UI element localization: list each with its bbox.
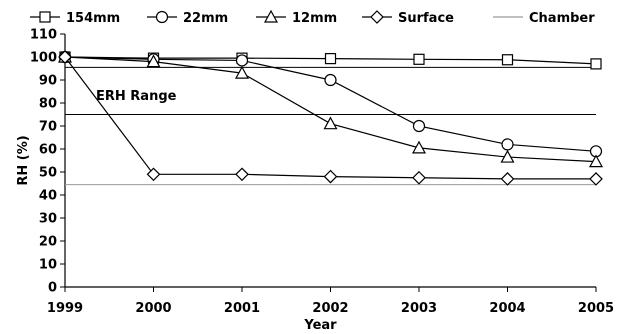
legend-item: 22mm — [147, 10, 228, 26]
legend-marker-square — [39, 11, 51, 23]
y-tick-label: 80 — [39, 97, 57, 112]
data-point-triangle — [500, 149, 515, 163]
data-point-square — [324, 53, 337, 65]
y-tick-label: 60 — [39, 143, 57, 158]
data-point-square — [501, 54, 514, 66]
data-point-diamond — [500, 172, 515, 186]
legend-marker-diamond — [370, 10, 384, 24]
y-tick-label: 50 — [39, 166, 57, 181]
data-point-triangle — [323, 116, 338, 130]
series-line — [64, 56, 597, 152]
series-surface — [58, 50, 603, 186]
legend-label: Surface — [398, 11, 454, 26]
y-tick-label: 100 — [30, 51, 57, 66]
y-tick-label: 110 — [30, 28, 57, 43]
data-point-circle — [235, 54, 249, 67]
legend-label: 22mm — [183, 11, 228, 26]
y-tick-label: 70 — [39, 120, 57, 135]
legend-item: 12mm — [256, 9, 337, 26]
data-point-diamond — [589, 172, 603, 186]
data-point-diamond — [235, 167, 249, 182]
annotation-erh-range: ERH Range — [96, 89, 177, 104]
data-point-triangle — [588, 154, 604, 168]
data-point-diamond — [323, 169, 338, 184]
legend-label: 12mm — [292, 11, 337, 26]
plot-area — [57, 49, 604, 186]
y-tick-label: 90 — [39, 74, 57, 89]
y-axis-label: RH (%) — [16, 135, 31, 185]
x-tick-label: 1999 — [47, 301, 83, 316]
y-axis: 0 10 20 30 40 50 60 70 80 90 100 110 — [30, 28, 66, 296]
data-point-triangle — [146, 54, 161, 68]
data-point-diamond — [146, 167, 161, 182]
x-axis: 1999 2000 2001 2002 2003 2004 2005 — [47, 286, 614, 316]
x-tick-label: 2005 — [578, 301, 614, 316]
legend-label: Chamber — [529, 11, 595, 26]
x-axis-label: Year — [303, 318, 337, 333]
x-tick-label: 2002 — [312, 301, 348, 316]
legend-label: 154mm — [66, 11, 120, 26]
data-point-triangle — [234, 65, 250, 79]
legend-item: Surface — [362, 10, 454, 26]
legend-marker-triangle — [263, 9, 279, 23]
data-point-triangle — [411, 140, 427, 154]
legend: 154mm 22mm 12mm Surface Chamber — [30, 9, 595, 26]
x-tick-label: 2001 — [224, 301, 260, 316]
y-tick-label: 30 — [39, 212, 57, 227]
data-point-diamond — [412, 170, 426, 185]
x-tick-label: 2000 — [135, 301, 171, 316]
legend-item: 154mm — [30, 11, 120, 26]
y-tick-label: 40 — [39, 189, 57, 204]
legend-item: Chamber — [493, 11, 595, 26]
x-tick-label: 2004 — [489, 301, 525, 316]
x-tick-label: 2003 — [401, 301, 437, 316]
y-tick-label: 20 — [39, 235, 57, 250]
data-point-square — [590, 58, 602, 70]
y-tick-label: 0 — [48, 281, 57, 296]
data-point-circle — [501, 138, 514, 151]
series-12mm — [57, 49, 604, 168]
y-tick-label: 10 — [39, 258, 57, 273]
data-point-circle — [412, 119, 426, 133]
series-line — [64, 56, 597, 163]
data-point-circle — [324, 73, 337, 87]
legend-marker-circle — [155, 10, 169, 24]
data-point-square — [413, 53, 425, 65]
data-point-diamond — [58, 50, 72, 64]
